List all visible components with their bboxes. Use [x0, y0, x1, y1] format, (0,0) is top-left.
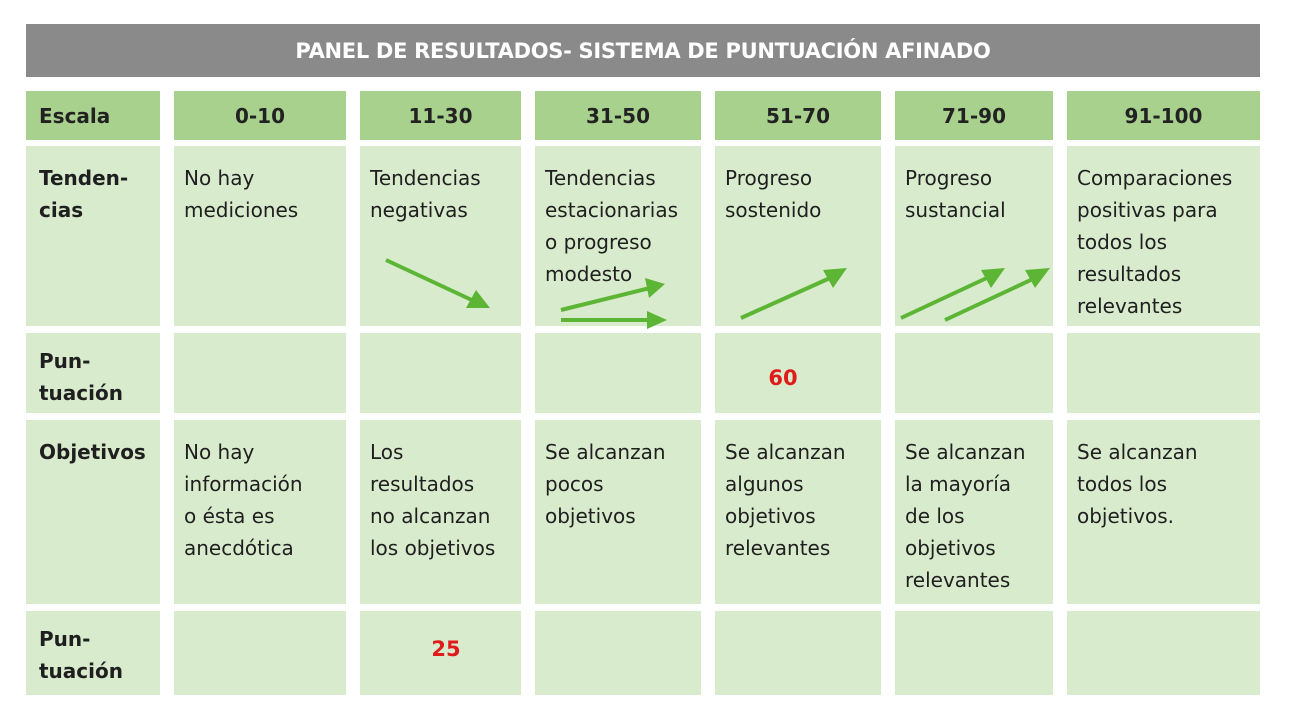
- objetivos-cell-3: Se alcanzan algunos objetivos relevantes: [715, 420, 881, 604]
- objetivos-cell-0: No hay información o ésta es anecdótica: [174, 420, 346, 604]
- tendencias-cell-0: No hay mediciones: [174, 146, 346, 326]
- puntuacion2-cell-2: [535, 611, 701, 695]
- puntuacion2-cell-3: [715, 611, 881, 695]
- trend-up-arrow-icon: [740, 268, 847, 320]
- puntuacion1-cell-4: [895, 333, 1053, 413]
- panel-title: PANEL DE RESULTADOS- SISTEMA DE PUNTUACI…: [26, 24, 1260, 77]
- header-range-2: 31-50: [535, 91, 701, 140]
- trend-flat-arrows-icon: [560, 278, 667, 329]
- objetivos-cell-1: Los resultados no alcanzan los objetivos: [360, 420, 521, 604]
- objetivos-cell-2: Se alcanzan pocos objetivos: [535, 420, 701, 604]
- trend-double-up-arrows-icon: [900, 268, 1050, 322]
- score-value-60: 60: [768, 366, 798, 390]
- header-range-0: 0-10: [174, 91, 346, 140]
- row-label-objetivos: Objetivos: [26, 420, 160, 604]
- puntuacion1-cell-2: [535, 333, 701, 413]
- header-escala: Escala: [26, 91, 160, 140]
- puntuacion1-cell-1: [360, 333, 521, 413]
- puntuacion2-cell-0: [174, 611, 346, 695]
- tendencias-cell-5: Comparaciones positivas para todos los r…: [1067, 146, 1260, 326]
- objetivos-cell-4: Se alcanzan la mayoría de los objetivos …: [895, 420, 1053, 604]
- tendencias-cell-3: Progreso sostenido: [715, 146, 881, 326]
- trend-down-arrow-icon: [385, 258, 490, 308]
- puntuacion2-cell-1: [360, 611, 521, 695]
- puntuacion2-cell-5: [1067, 611, 1260, 695]
- tendencias-cell-1: Tendencias negativas: [360, 146, 521, 326]
- header-range-3: 51-70: [715, 91, 881, 140]
- puntuacion1-cell-5: [1067, 333, 1260, 413]
- objetivos-cell-5: Se alcanzan todos los objetivos.: [1067, 420, 1260, 604]
- puntuacion1-cell-0: [174, 333, 346, 413]
- tendencias-cell-4: Progreso sustancial: [895, 146, 1053, 326]
- row-label-tendencias: Tenden- cias: [26, 146, 160, 326]
- score-value-25: 25: [431, 637, 461, 661]
- header-range-1: 11-30: [360, 91, 521, 140]
- row-label-puntuacion-2: Pun- tuación: [26, 611, 160, 695]
- tendencias-cell-2: Tendencias estacionarias o progreso mode…: [535, 146, 701, 326]
- puntuacion2-cell-4: [895, 611, 1053, 695]
- row-label-puntuacion-1: Pun- tuación: [26, 333, 160, 413]
- header-range-4: 71-90: [895, 91, 1053, 140]
- header-range-5: 91-100: [1067, 91, 1260, 140]
